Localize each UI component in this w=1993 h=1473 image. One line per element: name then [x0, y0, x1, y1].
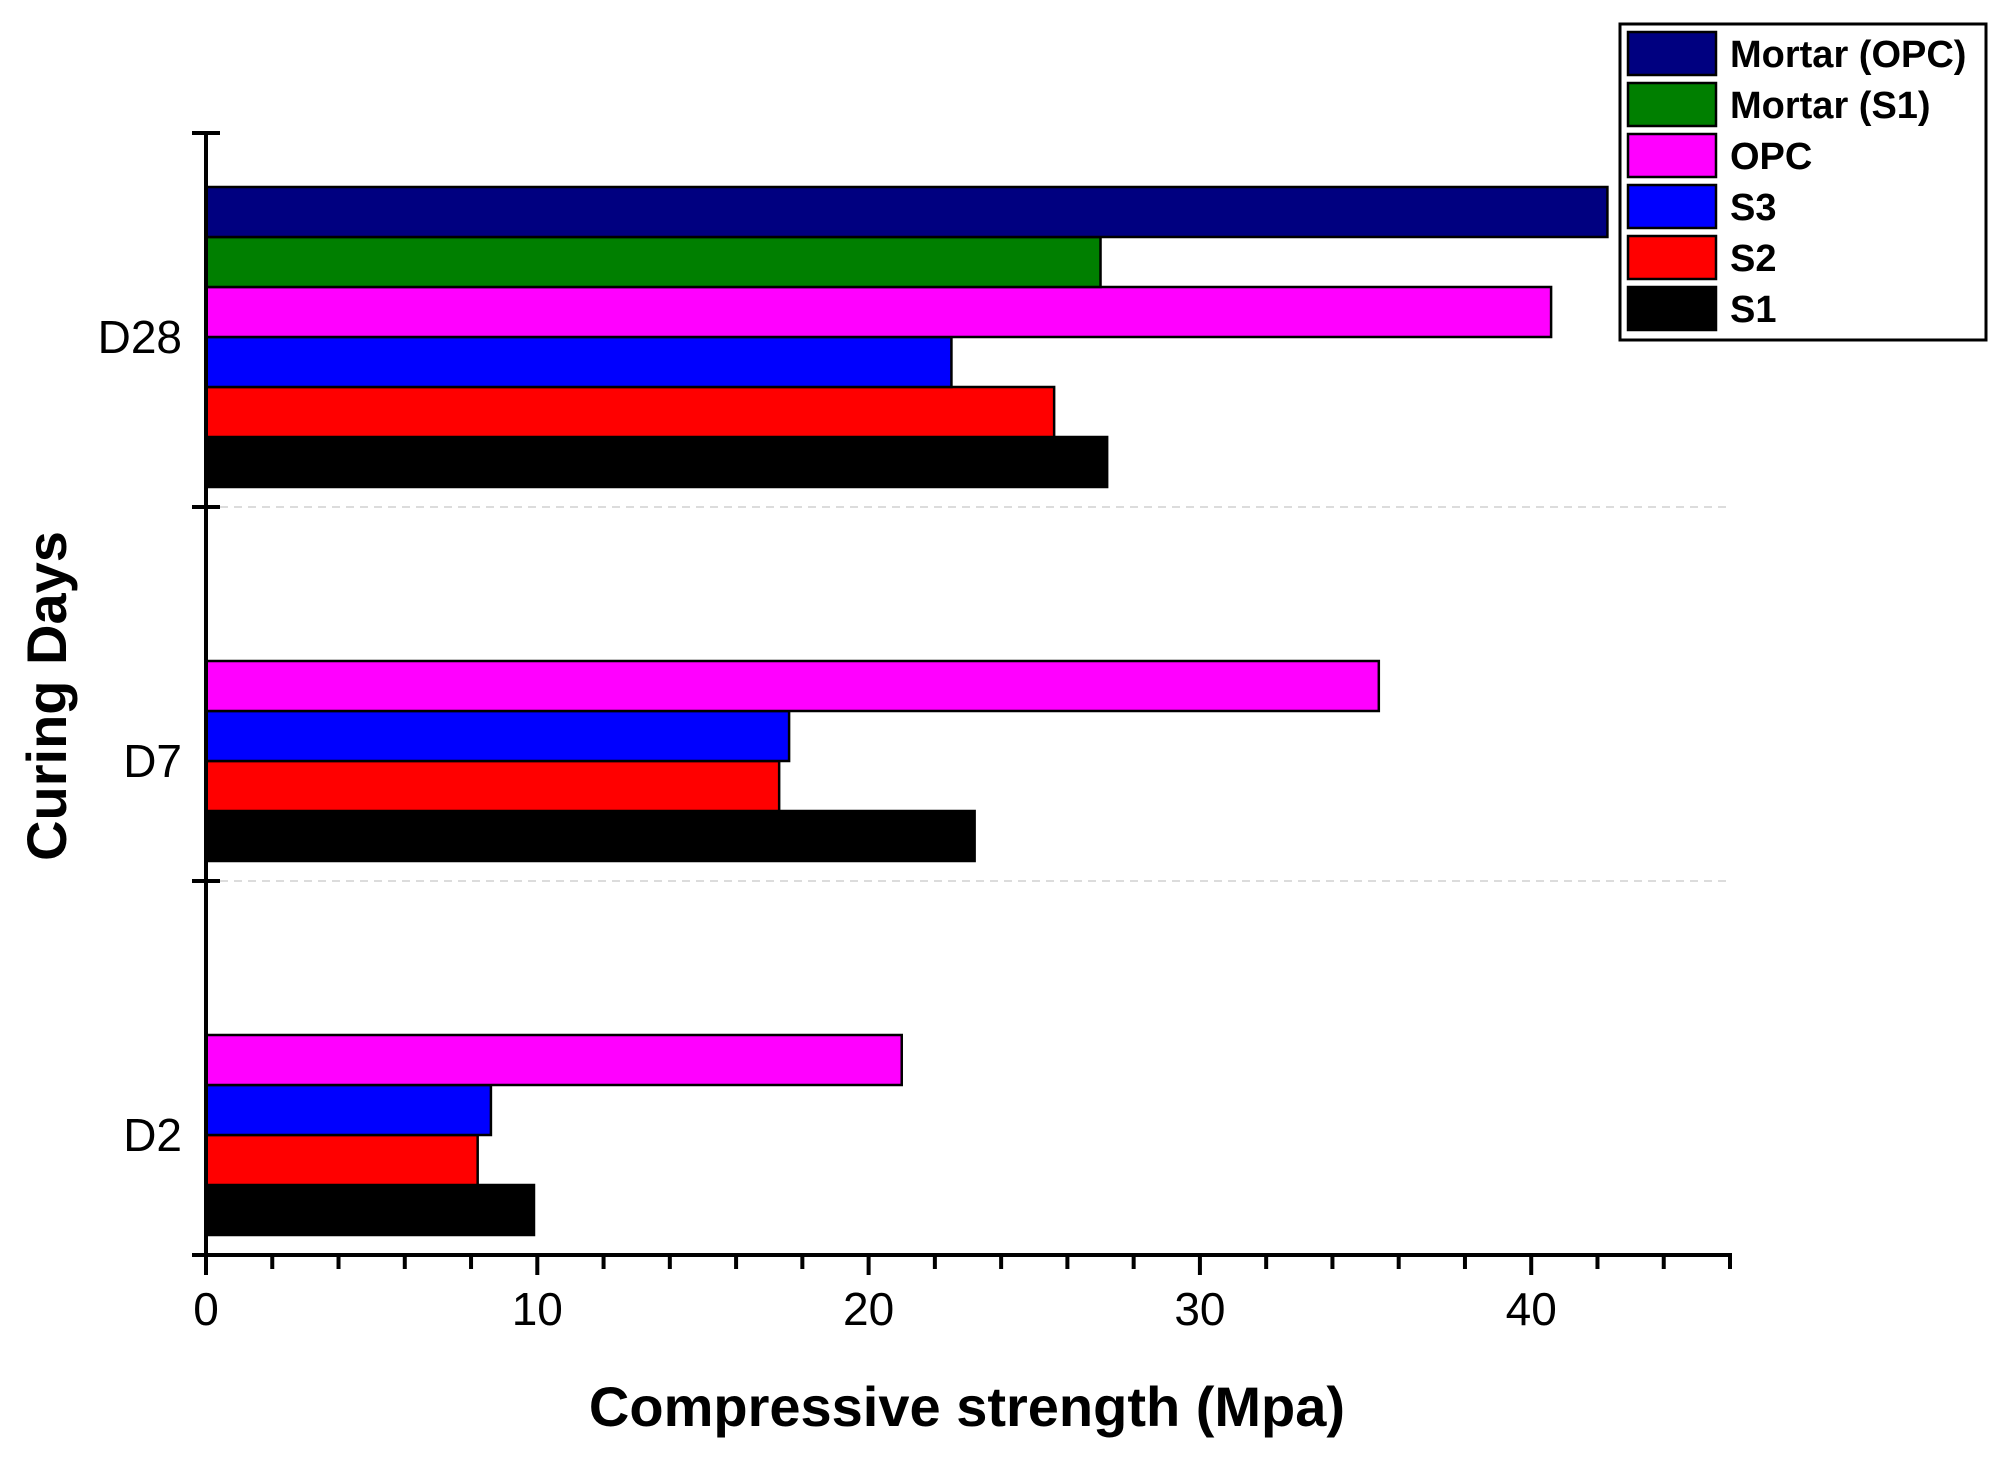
legend-swatch	[1626, 81, 1718, 128]
bar-d7-s1	[204, 809, 976, 863]
legend-swatch	[1626, 132, 1718, 179]
bar-d28-opc	[204, 285, 1553, 339]
legend-label: S3	[1730, 187, 1776, 229]
legend-entry: OPC	[1626, 132, 1812, 179]
legend-label: S1	[1730, 289, 1776, 331]
bar-d28-mortar-opc	[204, 185, 1609, 239]
bar-d28-s1	[204, 435, 1109, 489]
bar-d2-opc	[204, 1033, 903, 1087]
legend-label: Mortar (S1)	[1730, 85, 1931, 127]
legend-swatch	[1626, 234, 1718, 281]
legend-swatch	[1626, 183, 1718, 230]
legend-swatch	[1626, 285, 1718, 332]
x-tick-label: 0	[193, 1283, 219, 1335]
bar-d28-s2	[204, 385, 1056, 439]
axes	[192, 131, 1732, 1275]
y-tick-label-d2: D2	[123, 1109, 182, 1161]
x-tick-label: 10	[512, 1283, 563, 1335]
grid-lines	[206, 506, 1730, 882]
legend: Mortar (OPC) Mortar (S1) OPC S3 S2 S1	[1618, 22, 1988, 342]
x-tick-label: 40	[1506, 1283, 1557, 1335]
legend-entry: S3	[1626, 183, 1776, 230]
legend-label: S2	[1730, 238, 1776, 280]
y-tick-label-d28: D28	[98, 311, 182, 363]
bar-d7-s2	[204, 759, 781, 813]
x-tick-label: 30	[1174, 1283, 1225, 1335]
legend-entry: Mortar (S1)	[1626, 81, 1931, 128]
bar-d28-mortar-s1	[204, 235, 1102, 289]
y-axis-title: Curing Days	[15, 531, 78, 861]
tick-labels: D2 D7 D28 0 10 20 30 40	[98, 311, 1557, 1335]
y-tick-label-d7: D7	[123, 735, 182, 787]
legend-label: Mortar (OPC)	[1730, 34, 1966, 76]
bar-d7-opc	[204, 659, 1381, 713]
bars	[204, 185, 1609, 1237]
x-axis-title: Compressive strength (Mpa)	[589, 1375, 1345, 1438]
legend-entry: S1	[1626, 285, 1776, 332]
bar-d28-s3	[204, 335, 953, 389]
legend-entry: Mortar (OPC)	[1626, 30, 1966, 77]
bar-d7-s3	[204, 709, 791, 763]
x-tick-label: 20	[843, 1283, 894, 1335]
legend-label: OPC	[1730, 136, 1812, 178]
bar-d2-s2	[204, 1133, 479, 1187]
legend-swatch	[1626, 30, 1718, 77]
bar-d2-s1	[204, 1183, 536, 1237]
bar-d2-s3	[204, 1083, 493, 1137]
legend-entry: S2	[1626, 234, 1776, 281]
